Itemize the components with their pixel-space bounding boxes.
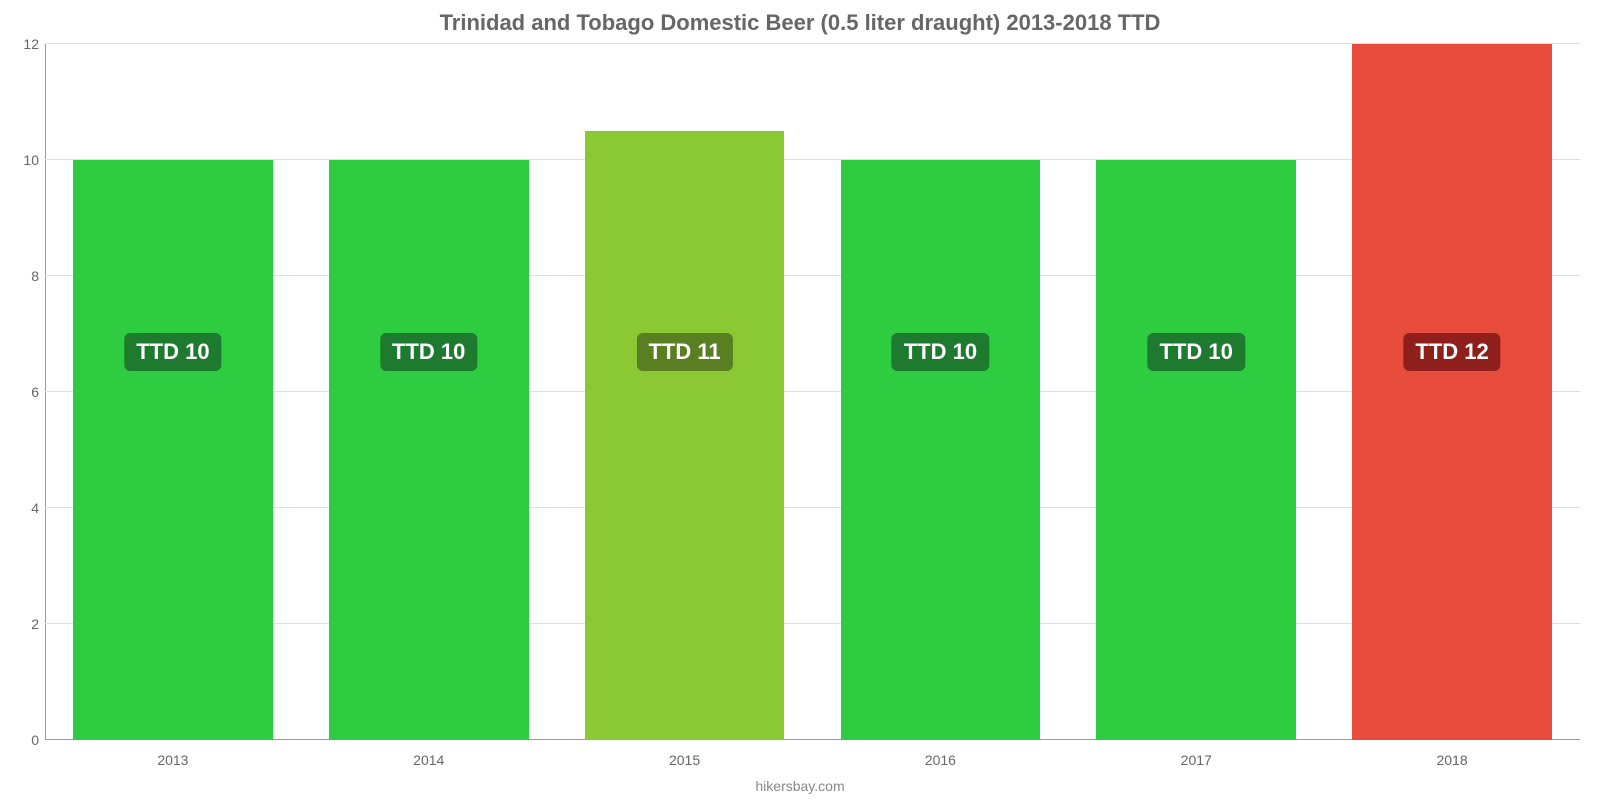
bar-slot: TTD 102017 (1068, 44, 1324, 740)
bar (841, 160, 1041, 740)
x-tick-label: 2015 (669, 752, 700, 768)
bar-value-label: TTD 10 (1148, 333, 1245, 371)
bar-value-label: TTD 10 (892, 333, 989, 371)
y-tick-label: 0 (15, 732, 39, 748)
y-tick-label: 10 (15, 152, 39, 168)
bar-slot: TTD 102016 (813, 44, 1069, 740)
plot-area: 024681012 TTD 102013TTD 102014TTD 112015… (45, 44, 1580, 740)
x-tick-label: 2018 (1436, 752, 1467, 768)
x-tick-label: 2016 (925, 752, 956, 768)
x-tick-label: 2017 (1181, 752, 1212, 768)
bar-slot: TTD 122018 (1324, 44, 1580, 740)
bar-slot: TTD 102013 (45, 44, 301, 740)
y-tick-label: 4 (15, 500, 39, 516)
y-tick-label: 12 (15, 36, 39, 52)
bars-group: TTD 102013TTD 102014TTD 112015TTD 102016… (45, 44, 1580, 740)
bar (329, 160, 529, 740)
bar-value-label: TTD 10 (380, 333, 477, 371)
footer-credit: hikersbay.com (0, 778, 1600, 794)
bar (73, 160, 273, 740)
bar-slot: TTD 112015 (557, 44, 813, 740)
chart-title: Trinidad and Tobago Domestic Beer (0.5 l… (0, 0, 1600, 36)
y-tick-label: 6 (15, 384, 39, 400)
bar-value-label: TTD 12 (1403, 333, 1500, 371)
bar-value-label: TTD 10 (124, 333, 221, 371)
bar (1096, 160, 1296, 740)
y-tick-label: 2 (15, 616, 39, 632)
chart-container: Trinidad and Tobago Domestic Beer (0.5 l… (0, 0, 1600, 800)
x-tick-label: 2014 (413, 752, 444, 768)
x-tick-label: 2013 (157, 752, 188, 768)
bar-slot: TTD 102014 (301, 44, 557, 740)
y-tick-label: 8 (15, 268, 39, 284)
bar (585, 131, 785, 740)
bar-value-label: TTD 11 (636, 333, 732, 371)
bar (1352, 44, 1552, 740)
